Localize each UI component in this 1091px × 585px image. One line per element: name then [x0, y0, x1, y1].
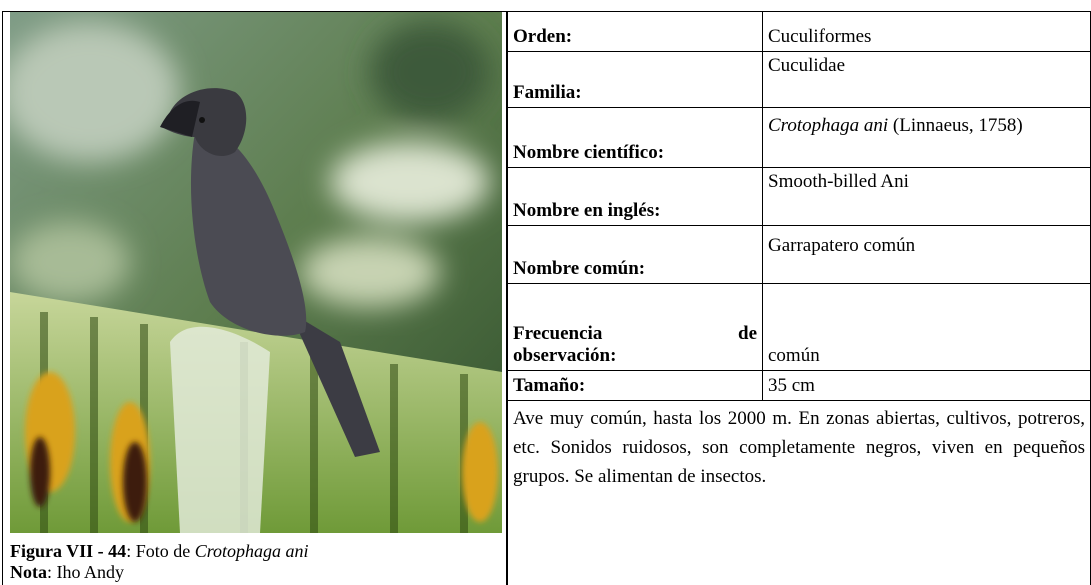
field-value: común [768, 345, 820, 366]
label-cell: Familia: [507, 51, 763, 108]
value-cell: Cuculidae [762, 51, 1091, 108]
label-cell: Orden: [507, 11, 763, 52]
field-value: (Linnaeus, 1758) [888, 115, 1023, 136]
value-cell: Crotophaga ani (Linnaeus, 1758) [762, 107, 1091, 168]
bird-photo [10, 12, 502, 533]
field-label: observación: [513, 345, 617, 366]
label-cell: Nombre en inglés: [507, 167, 763, 226]
note-text: : Iho Andy [47, 562, 125, 582]
caption-text: : Foto de [126, 541, 195, 561]
value-cell: Smooth-billed Ani [762, 167, 1091, 226]
field-value: Smooth-billed Ani [768, 171, 909, 192]
figure-note: Nota: Iho Andy [10, 562, 124, 582]
label-cell: Frecuencia de observación: [507, 283, 763, 371]
value-cell: 35 cm [762, 370, 1091, 401]
label-lines: Frecuencia de observación: [513, 323, 757, 367]
field-label: Nombre en inglés: [513, 200, 661, 221]
field-label: Orden: [513, 26, 573, 47]
note-label: Nota [10, 562, 47, 582]
value-cell: Cuculiformes [762, 11, 1091, 52]
field-value: Garrapatero común [768, 235, 916, 256]
value-cell: común [762, 283, 1091, 371]
description-cell: Ave muy común, hasta los 2000 m. En zona… [507, 400, 1091, 585]
field-label: Tamaño: [513, 375, 586, 396]
label-cell: Nombre común: [507, 225, 763, 284]
field-value-italic: Crotophaga ani [768, 115, 889, 136]
label-cell: Tamaño: [507, 370, 763, 401]
field-value: 35 cm [768, 375, 815, 396]
label-cell: Nombre científico: [507, 107, 763, 168]
field-label: Nombre común: [513, 258, 646, 279]
field-label: Frecuencia de [513, 323, 757, 344]
caption-species: Crotophaga ani [194, 541, 309, 561]
photo-cell [2, 11, 507, 585]
field-value: Cuculiformes [768, 26, 872, 47]
value-cell: Garrapatero común [762, 225, 1091, 284]
caption-label: Figura VII - 44 [10, 541, 127, 561]
field-label: Familia: [513, 82, 582, 103]
description: Ave muy común, hasta los 2000 m. En zona… [513, 408, 1085, 487]
field-label: Nombre científico: [513, 142, 665, 163]
field-value: Cuculidae [768, 55, 846, 76]
figure-caption: Figura VII - 44: Foto de Crotophaga ani [10, 541, 309, 561]
scientific-name: Crotophaga ani (Linnaeus, 1758) [768, 111, 1023, 139]
